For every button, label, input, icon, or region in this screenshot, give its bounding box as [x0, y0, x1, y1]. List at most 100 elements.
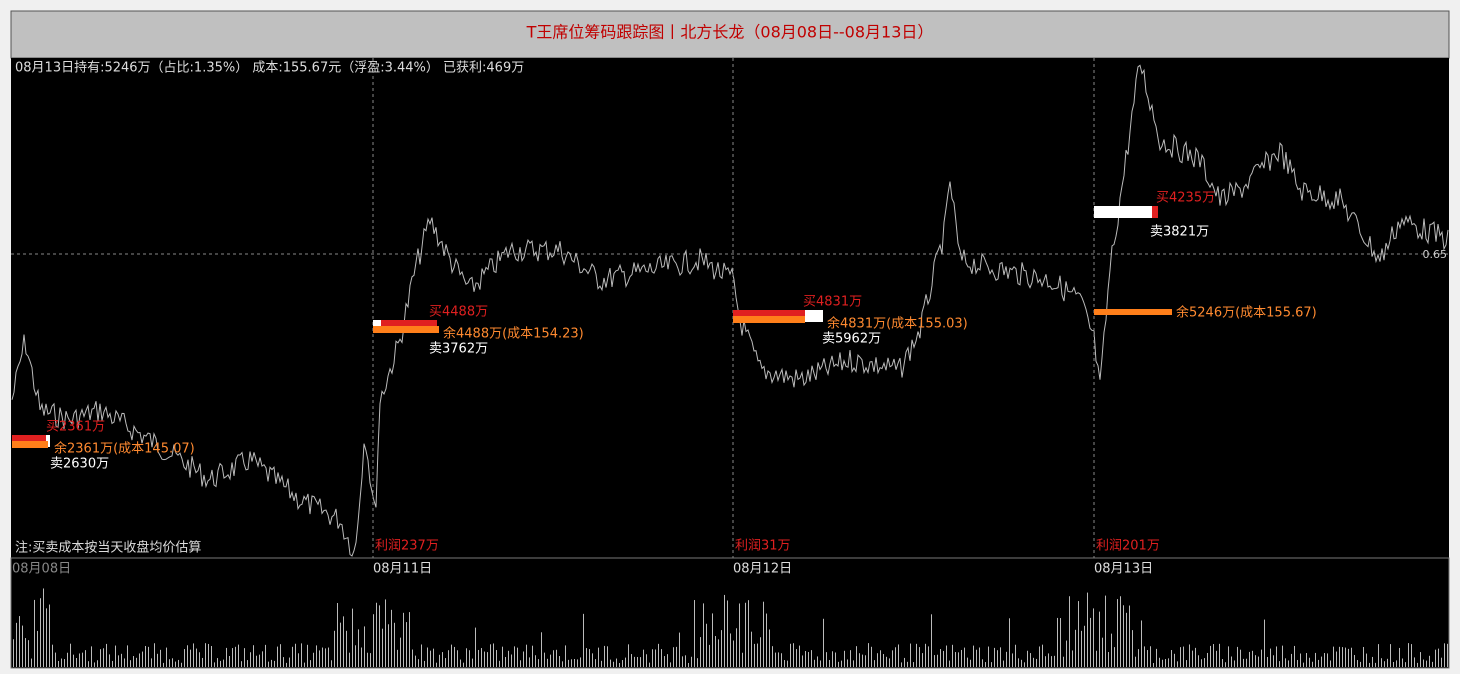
volume-bar [94, 662, 95, 667]
volume-bar [472, 658, 473, 667]
volume-bar [559, 656, 560, 667]
volume-bar [85, 650, 86, 667]
volume-bar [1372, 656, 1373, 667]
volume-bar [37, 630, 38, 667]
volume-bar [469, 650, 470, 667]
volume-bar [1102, 637, 1103, 667]
volume-bar [1066, 640, 1067, 667]
volume-bar [247, 660, 248, 667]
volume-bar [613, 661, 614, 667]
volume-bar [235, 646, 236, 667]
volume-bar [952, 644, 953, 667]
volume-bar [1030, 653, 1031, 667]
volume-bar [778, 652, 779, 667]
volume-bar [1048, 653, 1049, 667]
volume-bar [457, 650, 458, 667]
volume-bar [70, 643, 71, 667]
volume-bar [958, 652, 959, 667]
volume-bar [1384, 661, 1385, 667]
volume-bar [175, 661, 176, 667]
volume-bar [166, 647, 167, 667]
volume-bar [724, 594, 725, 667]
volume-bar [967, 657, 968, 667]
volume-bar [1090, 617, 1091, 667]
volume-bar [55, 652, 56, 667]
volume-bar [961, 649, 962, 667]
volume-bar [1213, 644, 1214, 667]
volume-bar [1111, 633, 1112, 667]
volume-bar [1075, 629, 1076, 667]
volume-bar [847, 659, 848, 667]
volume-bar [937, 654, 938, 667]
volume-bar [943, 650, 944, 667]
volume-bar [163, 662, 164, 667]
volume-bar [829, 659, 830, 667]
volume-bar [1423, 659, 1424, 667]
volume-bar [775, 652, 776, 667]
volume-bar [1336, 651, 1337, 667]
volume-bar [430, 650, 431, 667]
volume-bar [427, 647, 428, 667]
volume-bar [1003, 660, 1004, 667]
volume-bar [1084, 625, 1085, 667]
volume-bar [112, 660, 113, 667]
volume-bar [139, 653, 140, 667]
buy-label: 买2361万 [46, 420, 105, 435]
volume-bar [1147, 650, 1148, 667]
volume-bar [1162, 659, 1163, 667]
date-label: 08月11日 [373, 562, 432, 577]
volume-bar [76, 658, 77, 667]
volume-bar [1369, 662, 1370, 667]
volume-bar [1120, 596, 1121, 667]
volume-bar [1279, 661, 1280, 667]
volume-bar [835, 652, 836, 667]
volume-bar [985, 662, 986, 667]
remain-bar [733, 316, 805, 323]
volume-bar [697, 658, 698, 667]
buy-bar [733, 310, 805, 316]
volume-bar [145, 645, 146, 667]
volume-bar [184, 649, 185, 667]
volume-bar [1012, 653, 1013, 667]
volume-bar [1303, 662, 1304, 667]
volume-bar [1180, 647, 1181, 667]
volume-bar [13, 639, 14, 667]
volume-bar [874, 660, 875, 667]
date-label: 08月08日 [12, 562, 71, 577]
volume-bar [1123, 605, 1124, 667]
volume-bar [115, 645, 116, 667]
volume-bar [271, 659, 272, 667]
volume-bar [790, 643, 791, 667]
volume-bar [1354, 654, 1355, 667]
volume-bar [466, 648, 467, 667]
volume-bar [625, 657, 626, 667]
volume-bar [28, 640, 29, 667]
volume-bar [826, 652, 827, 667]
volume-bar [760, 637, 761, 667]
volume-bar [1321, 656, 1322, 667]
volume-bar [391, 609, 392, 667]
volume-bar [1420, 652, 1421, 667]
volume-bar [1177, 661, 1178, 667]
volume-bar [388, 624, 389, 667]
volume-bar [1015, 644, 1016, 667]
volume-bar [460, 659, 461, 667]
volume-bar [208, 643, 209, 667]
volume-bar [1387, 658, 1388, 667]
volume-bar [745, 602, 746, 667]
volume-bar [1438, 648, 1439, 667]
volume-bar [406, 622, 407, 667]
sell-bar [805, 310, 823, 322]
volume-bar [532, 645, 533, 667]
volume-bar [1234, 660, 1235, 667]
volume-bar [382, 628, 383, 667]
volume-bar [520, 660, 521, 667]
volume-bar [481, 648, 482, 667]
volume-bar [1345, 647, 1346, 667]
volume-bar [130, 660, 131, 667]
volume-bar [523, 651, 524, 667]
sell-label: 卖2630万 [50, 457, 109, 472]
volume-bar [589, 649, 590, 667]
buy-bar [1152, 206, 1158, 218]
volume-bar [934, 655, 935, 667]
